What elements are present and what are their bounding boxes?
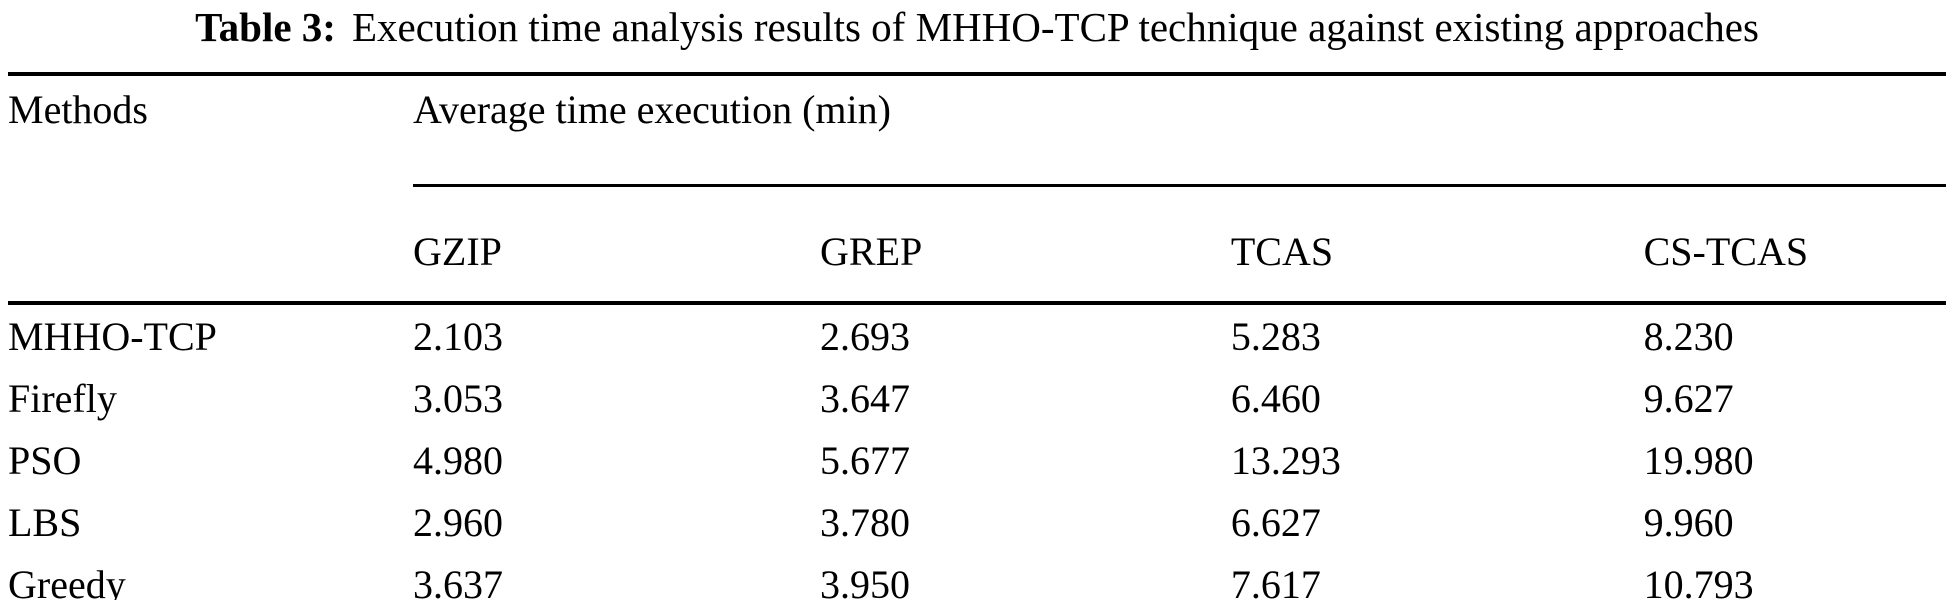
execution-time-table: Methods Average time execution (min) GZI…	[8, 72, 1946, 600]
cell-value: 6.627	[1230, 499, 1321, 545]
column-header-grep: GREP	[820, 185, 1231, 305]
header-row-group: Methods Average time execution (min)	[8, 74, 1946, 187]
cell-value: 5.677	[820, 437, 910, 483]
cell-value: 3.950	[820, 561, 910, 600]
empty-header-cell	[8, 185, 414, 305]
table-row-lbs: LBS 2.960 3.780 6.627 9.960	[8, 491, 1946, 553]
row-header-method: PSO	[8, 437, 82, 483]
cell-value: 2.103	[413, 313, 504, 359]
row-header-method: Greedy	[8, 561, 126, 600]
table-caption-label: Table 3:	[195, 4, 336, 50]
cell-value: 6.460	[1230, 375, 1321, 421]
cell-value: 3.053	[413, 375, 504, 421]
row-header-method: LBS	[8, 499, 82, 545]
row-header-method: MHHO-TCP	[8, 313, 217, 359]
table-row-greedy: Greedy 3.637 3.950 7.617 10.793	[8, 553, 1946, 600]
cell-value: 3.637	[413, 561, 504, 600]
cell-value: 10.793	[1643, 561, 1754, 600]
cell-value: 19.980	[1643, 437, 1754, 483]
column-header-gzip: GZIP	[413, 185, 820, 305]
cell-value: 5.283	[1230, 313, 1321, 359]
cell-value: 4.980	[413, 437, 504, 483]
cell-value: 13.293	[1230, 437, 1341, 483]
column-header-methods: Methods	[8, 87, 148, 132]
cell-value: 9.627	[1643, 375, 1734, 421]
cell-value: 3.647	[820, 375, 910, 421]
column-header-cs-tcas: CS-TCAS	[1643, 185, 1946, 305]
table-caption: Table 3: Execution time analysis results…	[8, 0, 1946, 72]
table-row-firefly: Firefly 3.053 3.647 6.460 9.627	[8, 367, 1946, 429]
header-row-subjects: GZIP GREP TCAS CS-TCAS	[8, 185, 1946, 305]
table-row-mhho-tcp: MHHO-TCP 2.103 2.693 5.283 8.230	[8, 303, 1946, 367]
cell-value: 7.617	[1230, 561, 1321, 600]
column-header-tcas: TCAS	[1230, 185, 1644, 305]
table-caption-text: Execution time analysis results of MHHO-…	[351, 4, 1759, 50]
cell-value: 9.960	[1643, 499, 1734, 545]
cell-value: 3.780	[820, 499, 910, 545]
column-group-header-average-time: Average time execution (min)	[413, 74, 1946, 187]
row-header-method: Firefly	[8, 375, 117, 421]
cell-value: 2.693	[820, 313, 910, 359]
table-row-pso: PSO 4.980 5.677 13.293 19.980	[8, 429, 1946, 491]
cell-value: 2.960	[413, 499, 504, 545]
cell-value: 8.230	[1643, 313, 1734, 359]
